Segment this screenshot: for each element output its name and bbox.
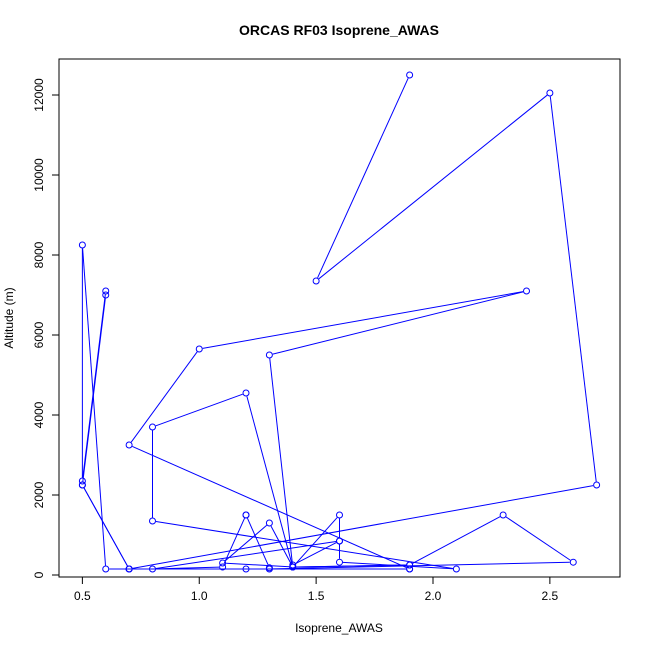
series-line-segment [82, 298, 106, 482]
series-line-segment [130, 351, 198, 443]
series-line-segment [223, 517, 246, 565]
series-line-segment [272, 561, 570, 570]
y-axis: 0 2000 4000 6000 8000 10000 12000 [32, 78, 60, 578]
series-line-segment [317, 77, 409, 279]
series-line-segment [226, 562, 290, 568]
series-line-segment [342, 561, 453, 570]
data-point-marker [289, 563, 297, 571]
x-tick-label: 1.0 [191, 589, 208, 603]
data-point-marker [125, 441, 133, 449]
data-point-marker [336, 511, 343, 519]
y-tick-label: 12000 [32, 78, 46, 112]
y-tick-label: 8000 [32, 241, 46, 268]
data-point-marker [406, 561, 414, 569]
data-point-marker [102, 287, 110, 295]
series-layer [78, 71, 601, 573]
series-line-segment [155, 521, 453, 569]
data-point-marker [569, 558, 577, 566]
data-point-marker [523, 287, 530, 295]
series-line-segment [132, 445, 407, 569]
x-tick-label: 0.5 [74, 589, 91, 603]
x-tick-label: 2.5 [542, 589, 559, 603]
series-line-segment [202, 291, 524, 349]
series-line-segment [224, 524, 268, 562]
data-point-marker [265, 519, 273, 527]
data-point-marker [102, 291, 110, 299]
series-line-segment [295, 542, 337, 564]
data-point-marker [149, 517, 156, 525]
data-point-marker [289, 561, 297, 569]
series-line-segment [132, 485, 594, 569]
series-line-segment [246, 517, 269, 565]
data-point-marker [242, 511, 250, 519]
series-line-segment [269, 358, 293, 564]
data-point-marker [125, 565, 133, 573]
series-line-segment [83, 487, 128, 567]
data-point-marker [195, 345, 203, 353]
data-point-marker [149, 423, 156, 431]
data-point-marker [406, 71, 414, 79]
data-point-marker [219, 563, 227, 571]
data-point-marker [78, 481, 86, 489]
data-point-marker [336, 558, 343, 566]
y-tick-label: 4000 [32, 401, 46, 428]
series-line-segment [412, 516, 501, 564]
y-tick-label: 6000 [32, 321, 46, 348]
data-point-marker [219, 559, 227, 567]
y-tick-label: 10000 [32, 158, 46, 192]
series-line-segment [318, 94, 548, 280]
x-tick-label: 2.0 [425, 589, 442, 603]
data-point-marker [242, 565, 250, 573]
series-line-segment [549, 96, 597, 482]
data-point-marker [406, 565, 414, 573]
series-line-segment [155, 393, 243, 427]
series-line-segment [505, 516, 571, 561]
data-point-marker [102, 565, 110, 573]
data-point-marker [452, 565, 460, 573]
data-point-marker [78, 477, 86, 485]
data-point-marker [336, 537, 343, 545]
data-point-marker [265, 351, 273, 359]
data-point-marker [265, 564, 273, 572]
y-tick-label: 2000 [32, 481, 46, 508]
data-point-marker [78, 241, 86, 249]
data-point-marker [593, 481, 601, 489]
x-axis: 0.5 1.0 1.5 2.0 2.5 [74, 576, 559, 603]
series-line-segment [272, 291, 524, 355]
chart-title: ORCAS RF03 Isoprene_AWAS [239, 22, 439, 38]
series-line-segment [246, 396, 293, 564]
data-point-marker [312, 277, 320, 285]
series-line-segment [155, 541, 337, 569]
x-tick-label: 1.5 [308, 589, 325, 603]
y-tick-label: 0 [32, 571, 46, 578]
x-axis-label: Isoprene_AWAS [295, 621, 383, 635]
y-axis-label: Altitude (m) [2, 287, 16, 348]
series-line-segment [270, 525, 292, 565]
data-point-marker [499, 511, 507, 519]
data-point-marker [242, 389, 250, 397]
data-point-marker [546, 89, 554, 97]
data-point-marker [149, 565, 156, 573]
series-line-segment [82, 248, 106, 566]
series-line-segment [294, 517, 338, 565]
